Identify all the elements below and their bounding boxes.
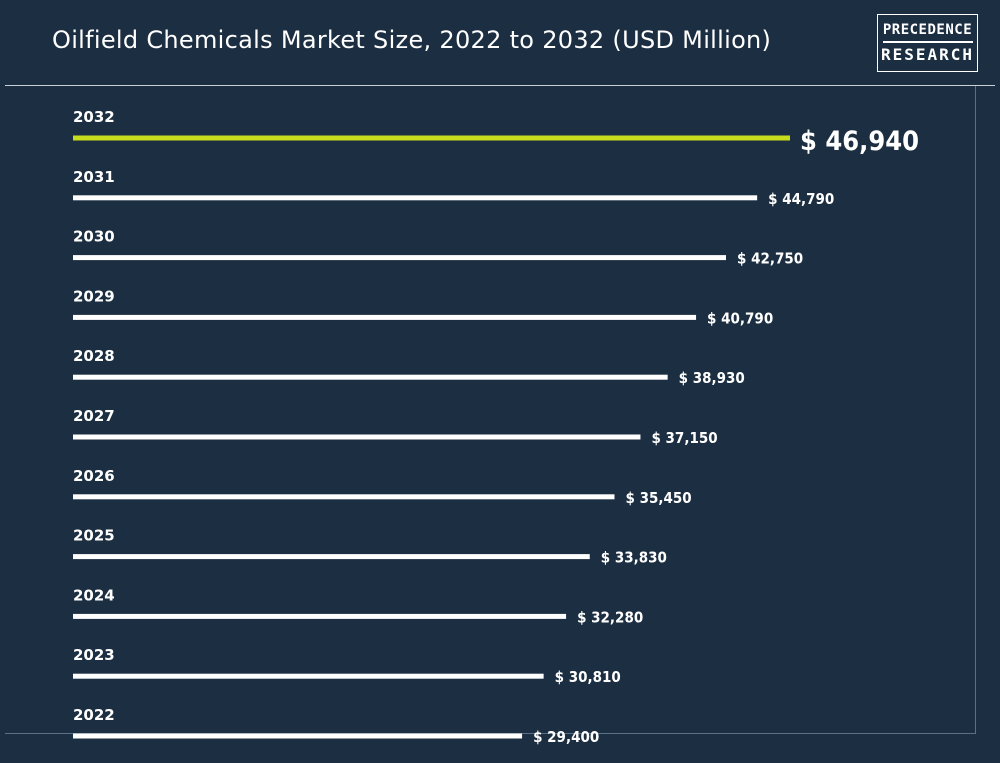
year-label-2030: 2030 — [73, 228, 115, 246]
bar-2024 — [73, 613, 567, 619]
chart-title: Oilfield Chemicals Market Size, 2022 to … — [52, 26, 772, 54]
value-label-2026: $ 35,450 — [625, 489, 691, 507]
value-label-2027: $ 37,150 — [651, 429, 717, 447]
value-label-2022: $ 29,400 — [533, 728, 599, 746]
year-label-2024: 2024 — [73, 586, 115, 604]
bar-2032 — [73, 135, 790, 141]
value-label-2024: $ 32,280 — [577, 608, 643, 626]
logo-divider — [882, 41, 973, 43]
bar-2023 — [73, 673, 544, 679]
header-divider — [5, 85, 995, 86]
bar-2029 — [73, 314, 697, 320]
frame-right-border — [975, 86, 976, 733]
bar-2027 — [73, 434, 641, 440]
year-label-2028: 2028 — [73, 347, 115, 365]
year-label-2022: 2022 — [73, 706, 115, 724]
bar-2028 — [73, 374, 668, 380]
value-label-2032: $ 46,940 — [800, 126, 919, 157]
bar-2025 — [73, 554, 590, 560]
year-label-2025: 2025 — [73, 527, 115, 545]
year-label-2026: 2026 — [73, 467, 115, 485]
year-label-2031: 2031 — [73, 168, 115, 186]
bar-2031 — [73, 195, 758, 201]
bar-2022 — [73, 733, 523, 739]
value-label-2029: $ 40,790 — [707, 309, 773, 327]
year-label-2023: 2023 — [73, 646, 115, 664]
logo-text-line2: RESEARCH — [880, 44, 975, 64]
value-label-2031: $ 44,790 — [768, 190, 834, 208]
value-label-2025: $ 33,830 — [601, 549, 667, 567]
year-label-2027: 2027 — [73, 407, 115, 425]
year-label-2032: 2032 — [73, 108, 115, 126]
precedence-research-logo: PRECEDENCE RESEARCH — [877, 14, 978, 72]
bar-2026 — [73, 494, 615, 500]
bar-2030 — [73, 255, 726, 261]
value-label-2030: $ 42,750 — [737, 250, 803, 268]
value-label-2023: $ 30,810 — [555, 668, 621, 686]
logo-text-line1: PRECEDENCE — [882, 22, 973, 38]
year-label-2029: 2029 — [73, 287, 115, 305]
value-label-2028: $ 38,930 — [679, 369, 745, 387]
